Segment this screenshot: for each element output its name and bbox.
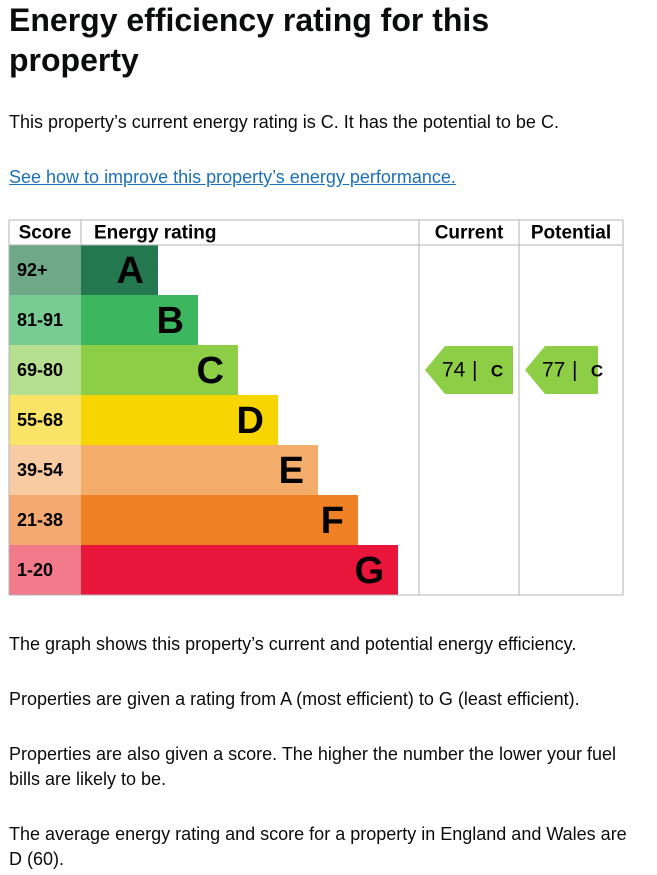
arrow-separator: | xyxy=(472,359,477,382)
page-title: Energy efficiency rating for this proper… xyxy=(9,2,490,78)
arrow-score: 74 xyxy=(442,359,466,382)
score-cell xyxy=(9,345,81,395)
score-cell xyxy=(9,495,81,545)
paragraph: Properties are given a rating from A (mo… xyxy=(9,689,580,709)
rating-letter: A xyxy=(117,250,144,292)
rating-bar xyxy=(81,245,158,295)
arrow-score: 77 xyxy=(542,359,565,382)
summary: This property’s current energy rating is… xyxy=(9,112,559,132)
paragraph: The graph shows this property’s current … xyxy=(9,634,577,654)
score-label: 1-20 xyxy=(17,560,53,580)
score-label: 55-68 xyxy=(17,410,63,430)
header: Energy rating xyxy=(94,223,216,244)
header: Score xyxy=(19,223,72,244)
rating-bar xyxy=(81,445,318,495)
score-label: 69-80 xyxy=(17,360,63,380)
rating-letter: F xyxy=(321,500,344,542)
arrow-rating: C xyxy=(491,362,503,381)
score-cell xyxy=(9,245,81,295)
rating-letter: D xyxy=(237,400,264,442)
improve-link[interactable]: See how to improve this property’s energ… xyxy=(9,167,456,187)
rating-letter: C xyxy=(197,350,224,392)
score-label: 39-54 xyxy=(17,460,63,480)
link-row: See how to improve this property’s energ… xyxy=(9,165,634,190)
header: Potential xyxy=(531,223,611,244)
rating-bar xyxy=(81,495,358,545)
arrow-separator: | xyxy=(572,359,577,382)
rating-arrow xyxy=(525,346,598,394)
score-cell xyxy=(9,445,81,495)
rating-arrow xyxy=(425,346,513,394)
score-cell xyxy=(9,395,81,445)
rating-bar xyxy=(81,295,198,345)
score-cell xyxy=(9,295,81,345)
paragraph: Properties are also given a score. The h… xyxy=(9,744,616,789)
score-label: 81-91 xyxy=(17,310,63,330)
header: Current xyxy=(435,223,504,244)
score-label: 21-38 xyxy=(17,510,63,530)
rating-bar xyxy=(81,545,398,595)
score-cell xyxy=(9,545,81,595)
rating-letter: B xyxy=(157,300,184,342)
arrow-rating: C xyxy=(591,362,603,381)
rating-letter: E xyxy=(279,450,304,492)
paragraph: The average energy rating and score for … xyxy=(9,824,627,869)
rating-table: Score Energy rating Current Potential 92+ A 81… xyxy=(8,219,624,596)
score-label: 92+ xyxy=(17,260,48,280)
rating-bar xyxy=(81,395,278,445)
rating-bar xyxy=(81,345,238,395)
rating-letter: G xyxy=(354,550,384,592)
